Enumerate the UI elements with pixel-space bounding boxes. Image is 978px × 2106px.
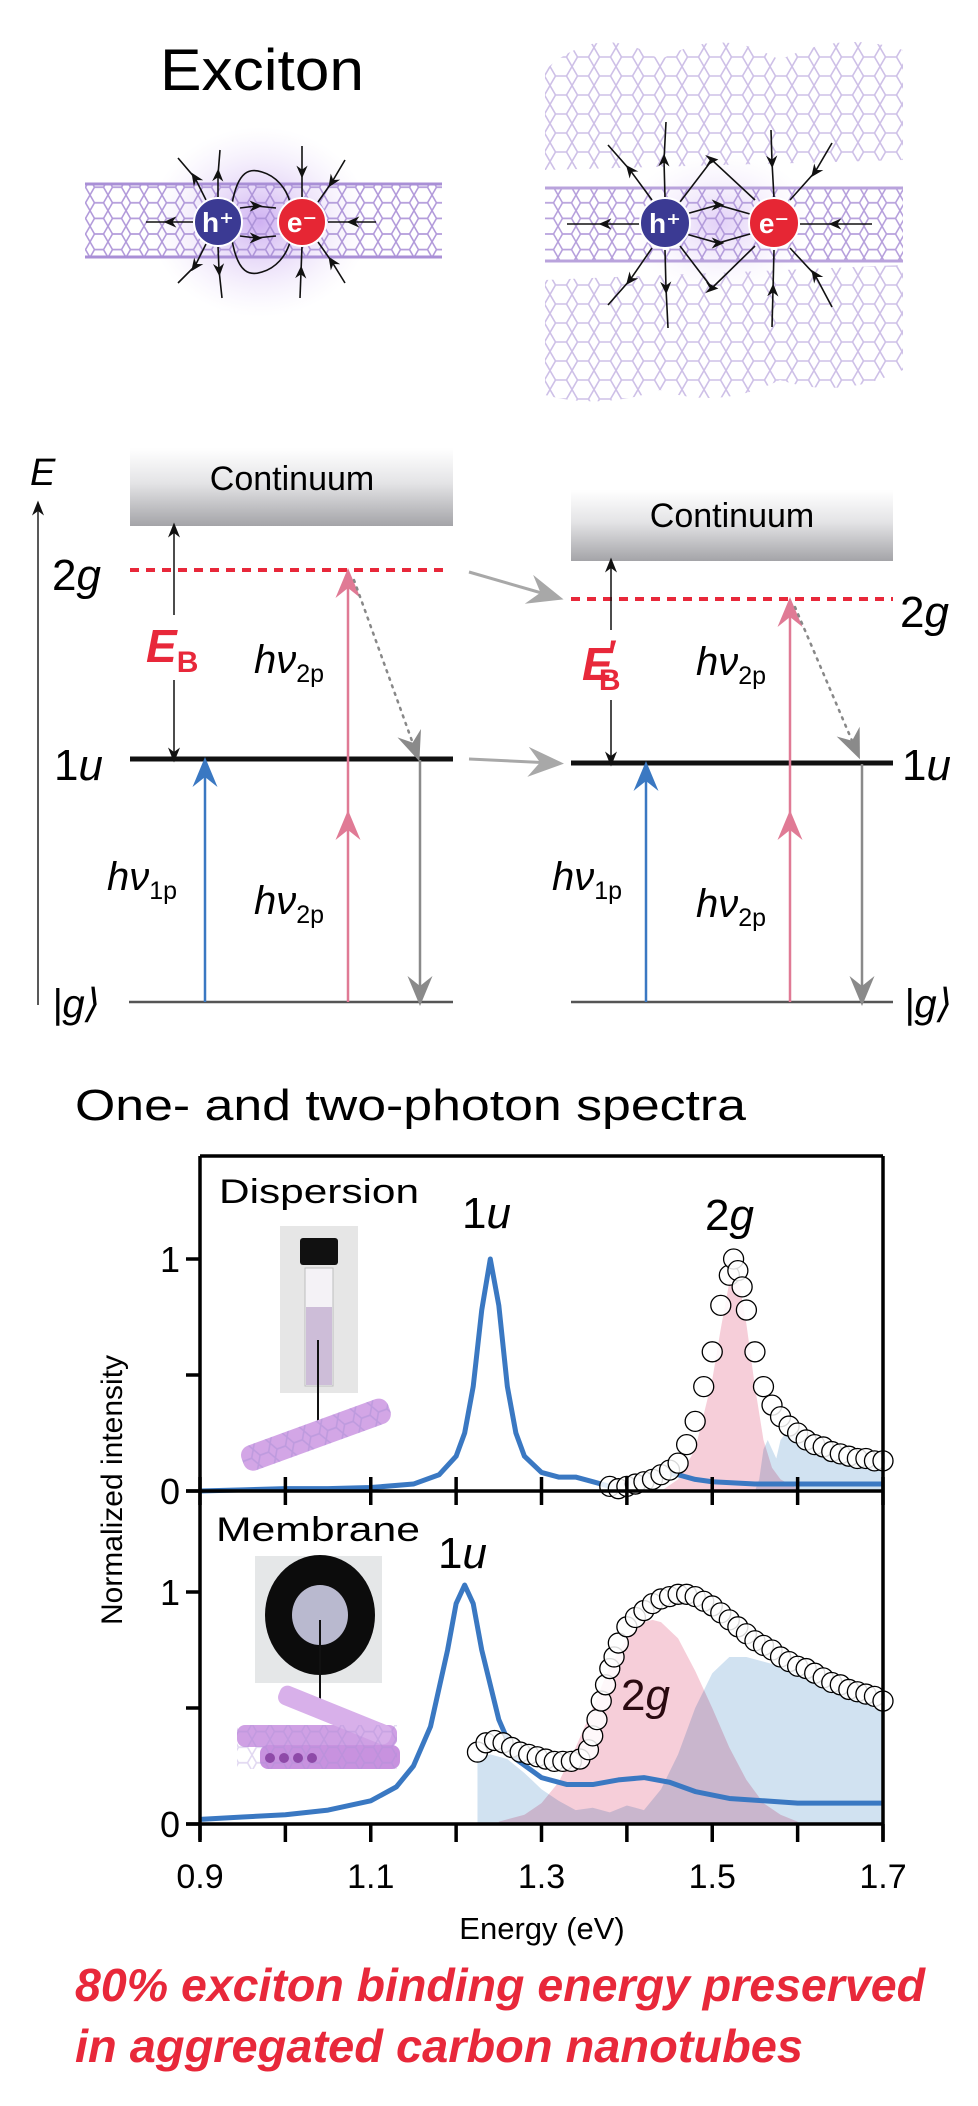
y-tick-label: 0 bbox=[160, 1471, 180, 1512]
two-photon-data-point bbox=[701, 1341, 723, 1363]
level-shift-arrow bbox=[468, 570, 564, 604]
two-photon-data-point bbox=[710, 1294, 732, 1317]
two-photon-data-point bbox=[675, 1433, 698, 1456]
continuum-band bbox=[571, 490, 893, 561]
two-photon-data-point bbox=[693, 1375, 715, 1398]
relaxation-dotted-arrow bbox=[352, 578, 421, 762]
y-axis-label: Normalized intensity bbox=[96, 1355, 129, 1625]
two-photon-energy-label: hν2p bbox=[254, 879, 324, 929]
level-2g-label: 2g bbox=[900, 588, 949, 637]
one-photon-energy-label: hν1p bbox=[107, 855, 177, 905]
dispersion-inset bbox=[241, 1226, 391, 1471]
emission-fill-area bbox=[477, 1656, 883, 1824]
panel-label-membrane: Membrane bbox=[216, 1511, 420, 1549]
caption-line-2: in aggregated carbon nanotubes bbox=[75, 2020, 803, 2072]
two-photon-data-point bbox=[684, 1410, 706, 1433]
lower-nanotubes bbox=[545, 265, 903, 402]
level-1u-label: 1u bbox=[902, 741, 951, 790]
binding-energy-prime-label: E′ B bbox=[582, 634, 621, 697]
hole-label: h⁺ bbox=[202, 207, 234, 238]
single-nanotube-illustration: h⁺ e⁻ bbox=[85, 127, 442, 317]
ground-level-label: |g⟩ bbox=[52, 982, 100, 1026]
hole-label: h⁺ bbox=[649, 208, 681, 239]
membrane-film bbox=[292, 1585, 348, 1645]
continuum-label: Continuum bbox=[650, 497, 814, 535]
two-photon-data-point bbox=[744, 1341, 766, 1363]
panel-label-dispersion: Dispersion bbox=[219, 1173, 419, 1211]
nanotube bbox=[85, 183, 442, 258]
peak-label-1u: 1u bbox=[438, 1529, 487, 1578]
energy-diagram: E Continuum 2g 1u |g⟩ EB hν2p hν1p hν2p … bbox=[30, 448, 952, 1026]
two-photon-data-point bbox=[731, 1276, 753, 1298]
x-axis-label: Energy (eV) bbox=[459, 1911, 624, 1946]
two-photon-energy-label: hν2p bbox=[696, 882, 766, 932]
hole-particle: h⁺ bbox=[639, 197, 691, 249]
electron-particle: e⁻ bbox=[277, 197, 327, 247]
aggregated-nanotubes-illustration: h⁺ e⁻ bbox=[545, 42, 903, 402]
one-photon-spectrum-line bbox=[199, 1256, 883, 1494]
x-tick-label: 1.7 bbox=[859, 1858, 906, 1896]
one-photon-spectrum-line bbox=[199, 1582, 883, 1822]
ground-level-label: |g⟩ bbox=[904, 982, 952, 1026]
spectra-title: One- and two-photon spectra bbox=[75, 1081, 747, 1130]
electron-label: e⁻ bbox=[287, 207, 317, 238]
nanotube-bundle-model bbox=[237, 1685, 400, 1769]
two-photon-fill-area bbox=[498, 1619, 798, 1824]
y-tick-label: 1 bbox=[160, 1572, 180, 1613]
field-lines bbox=[567, 121, 872, 329]
relaxation-dotted-arrow bbox=[793, 605, 860, 760]
two-photon-data-point bbox=[735, 1299, 758, 1321]
y-tick-label: 1 bbox=[160, 1239, 180, 1280]
field-lines bbox=[146, 146, 376, 299]
energy-axis-label: E bbox=[30, 452, 56, 494]
hole-particle: h⁺ bbox=[193, 197, 243, 247]
continuum-label: Continuum bbox=[210, 460, 374, 498]
membrane-inset bbox=[237, 1555, 400, 1769]
binding-energy-label: EB bbox=[146, 620, 198, 679]
x-tick-label: 1.3 bbox=[518, 1858, 565, 1896]
two-photon-energy-label: hν2p bbox=[696, 640, 766, 690]
level-1u-label: 1u bbox=[54, 741, 103, 790]
level-shift-arrow bbox=[468, 746, 564, 777]
peak-label-2g: 2g bbox=[705, 1191, 754, 1240]
two-photon-fill-area bbox=[661, 1263, 798, 1491]
y-tick-label: 0 bbox=[160, 1804, 180, 1845]
electron-particle: e⁻ bbox=[748, 197, 800, 249]
two-photon-energy-label: hν2p bbox=[254, 638, 324, 688]
two-photon-data-point bbox=[752, 1375, 775, 1398]
exciton-title: Exciton bbox=[160, 38, 364, 103]
spectra-plot: 0 1 0 1 0.9 1.1 1.3 1.5 1.7 Dispersion 1u 2g Mem… bbox=[96, 1154, 907, 1946]
x-tick-label: 1.5 bbox=[689, 1858, 736, 1896]
continuum-band bbox=[130, 448, 453, 526]
vial-cap bbox=[300, 1238, 338, 1265]
single-nanotube-model bbox=[241, 1398, 391, 1471]
caption-line-1: 80% exciton binding energy preserved bbox=[75, 1959, 926, 2011]
series-layer bbox=[199, 1248, 894, 1824]
electron-label: e⁻ bbox=[759, 208, 789, 239]
emission-fill-area bbox=[754, 1428, 883, 1491]
two-photon-data-point bbox=[667, 1452, 689, 1474]
two-photon-data-point bbox=[586, 1708, 608, 1731]
level-2g-label: 2g bbox=[52, 551, 101, 600]
ticks: 0 1 0 1 0.9 1.1 1.3 1.5 1.7 bbox=[160, 1239, 907, 1896]
upper-nanotubes bbox=[545, 42, 903, 170]
one-photon-energy-label: hν1p bbox=[552, 855, 622, 905]
x-tick-label: 1.1 bbox=[347, 1858, 394, 1896]
peak-label-2g: 2g bbox=[621, 1671, 670, 1720]
peak-label-1u: 1u bbox=[462, 1189, 511, 1238]
x-tick-label: 0.9 bbox=[176, 1858, 223, 1896]
